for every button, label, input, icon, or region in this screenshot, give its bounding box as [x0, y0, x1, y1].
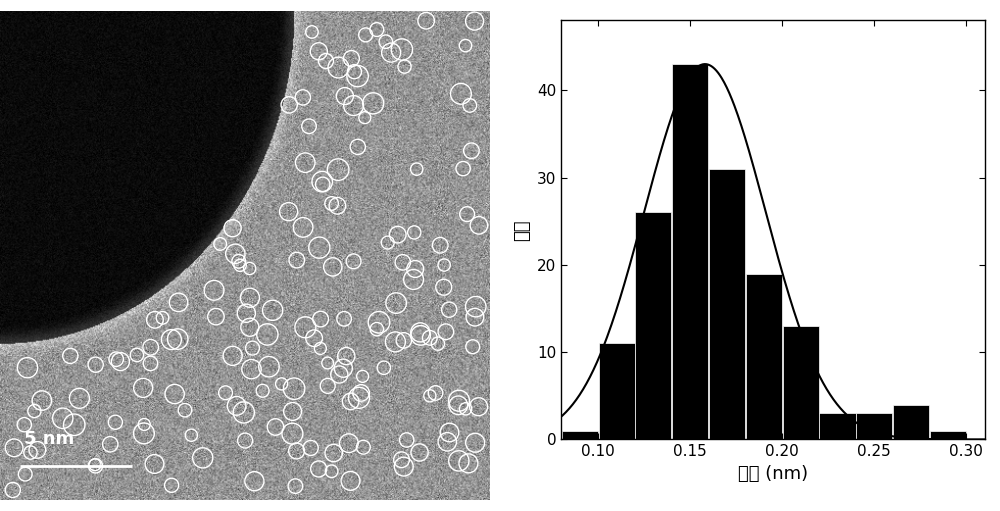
Bar [893, 405, 929, 439]
Bar [709, 169, 745, 439]
Bar [783, 326, 819, 439]
Bar [562, 431, 598, 439]
Bar [856, 413, 892, 439]
Bar [672, 64, 708, 439]
Bar [635, 213, 671, 439]
Bar [746, 273, 782, 439]
Bar [930, 431, 966, 439]
Y-axis label: 数量: 数量 [514, 219, 532, 241]
Bar [599, 343, 635, 439]
Text: 5 nm: 5 nm [24, 430, 75, 448]
X-axis label: 粒径 (nm): 粒径 (nm) [738, 465, 808, 483]
Bar [819, 413, 856, 439]
